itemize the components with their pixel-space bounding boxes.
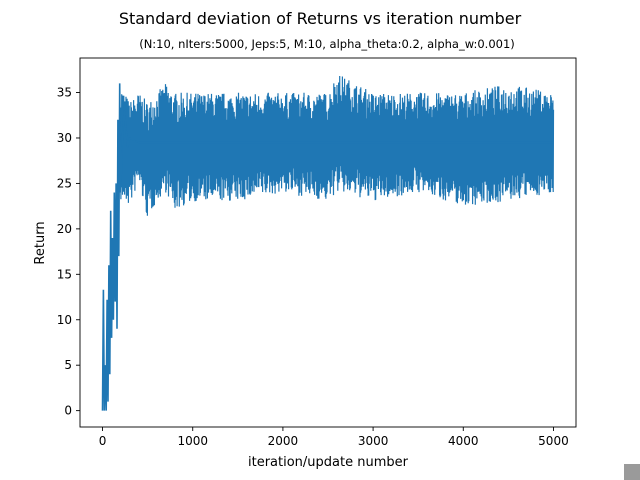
x-tick-label: 0 <box>99 434 107 448</box>
chart-title: Standard deviation of Returns vs iterati… <box>119 9 522 28</box>
y-tick-label: 20 <box>57 222 72 236</box>
y-axis-ticks: 0 5 10 15 20 25 30 35 <box>57 86 80 418</box>
x-axis-label: iteration/update number <box>248 455 409 470</box>
series-band <box>120 75 555 216</box>
series-line <box>101 83 554 411</box>
y-tick-label: 10 <box>57 313 72 327</box>
y-tick-label: 30 <box>57 131 72 145</box>
corner-toolbar-handle <box>624 464 640 480</box>
chart-subtitle: (N:10, nIters:5000, Jeps:5, M:10, alpha_… <box>139 37 515 51</box>
y-tick-label: 25 <box>57 176 72 190</box>
y-tick-label: 5 <box>64 358 72 372</box>
y-tick-label: 0 <box>64 404 72 418</box>
x-tick-label: 5000 <box>538 434 569 448</box>
x-axis-ticks: 0 1000 2000 3000 4000 5000 <box>99 427 569 448</box>
y-tick-label: 35 <box>57 86 72 100</box>
x-tick-label: 1000 <box>177 434 208 448</box>
y-tick-label: 15 <box>57 267 72 281</box>
y-axis-label: Return <box>33 221 48 264</box>
axes-frame <box>79 57 577 428</box>
x-tick-label: 2000 <box>268 434 299 448</box>
plot-area <box>101 75 555 411</box>
x-tick-label: 3000 <box>358 434 389 448</box>
x-tick-label: 4000 <box>448 434 479 448</box>
